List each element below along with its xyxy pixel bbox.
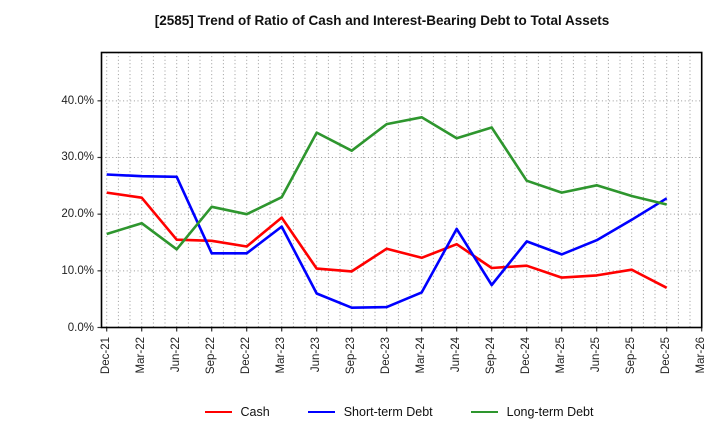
y-tick-label: 0.0% xyxy=(67,321,94,334)
x-tick-label: Sep-25 xyxy=(625,337,638,375)
chart-title: [2585] Trend of Ratio of Cash and Intere… xyxy=(154,13,610,28)
legend-swatch-cash xyxy=(204,411,232,413)
x-tick-label: Sep-23 xyxy=(345,337,358,375)
series-line-short-term-debt xyxy=(106,173,668,310)
x-tick-label: Mar-22 xyxy=(135,337,148,374)
x-tick-label: Mar-26 xyxy=(695,337,708,374)
legend-item-short-term-debt: Short-term Debt xyxy=(307,405,433,419)
legend-label: Short-term Debt xyxy=(343,405,433,419)
x-tick-label: Dec-24 xyxy=(520,337,533,375)
x-tick-label: Sep-24 xyxy=(485,337,498,375)
legend-label: Cash xyxy=(240,405,270,419)
legend-swatch-long-term-debt xyxy=(470,411,498,413)
x-tick-label: Mar-24 xyxy=(415,337,428,374)
y-tick-label: 30.0% xyxy=(61,151,94,164)
x-tick-label: Jun-22 xyxy=(170,337,183,373)
legend-item-cash: Cash xyxy=(204,405,270,419)
x-tick-label: Mar-25 xyxy=(555,337,568,374)
legend-item-long-term-debt: Long-term Debt xyxy=(470,405,594,419)
legend-swatch-short-term-debt xyxy=(307,411,335,413)
x-tick-label: Dec-21 xyxy=(100,337,113,375)
series-line-long-term-debt xyxy=(106,116,668,251)
x-tick-label: Jun-23 xyxy=(310,337,323,373)
legend-label: Long-term Debt xyxy=(506,405,594,419)
x-tick-label: Jun-24 xyxy=(450,337,463,373)
y-tick-label: 10.0% xyxy=(61,264,94,277)
x-tick-label: Mar-23 xyxy=(275,337,288,374)
x-tick-label: Jun-25 xyxy=(590,337,603,373)
series-line-cash xyxy=(106,191,668,289)
y-tick-label: 20.0% xyxy=(61,208,94,221)
x-tick-label: Dec-22 xyxy=(240,337,253,375)
y-tick-label: 40.0% xyxy=(61,94,94,107)
legend: Cash Short-term Debt Long-term Debt xyxy=(0,405,720,419)
x-tick-label: Dec-25 xyxy=(660,337,673,375)
x-tick-label: Sep-22 xyxy=(205,337,218,375)
x-tick-label: Dec-23 xyxy=(380,337,393,375)
